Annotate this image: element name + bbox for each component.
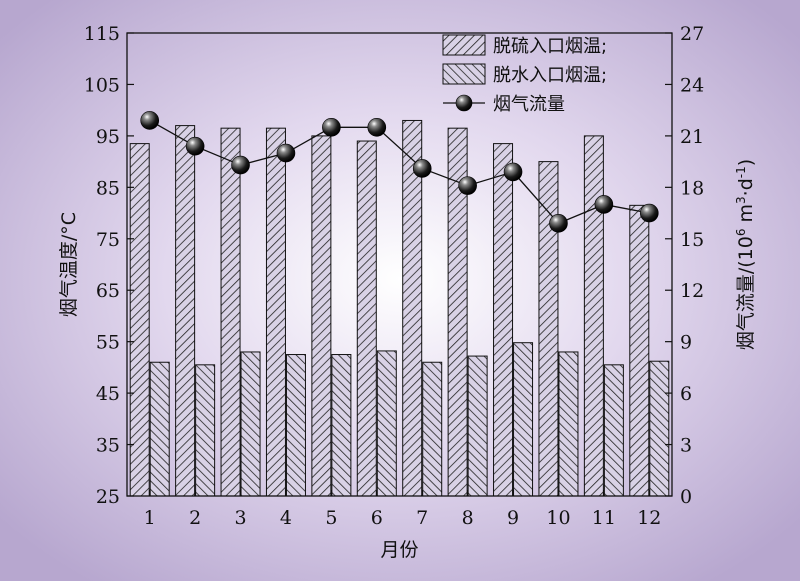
flow-point-9 xyxy=(503,162,523,182)
flow-point-6 xyxy=(367,118,387,137)
flow-point-8 xyxy=(458,176,477,195)
bar-desulfurization-inlet-9 xyxy=(493,143,514,497)
flow-point-5 xyxy=(322,118,341,137)
y2-axis-title-part: ·d xyxy=(735,178,757,196)
y2-axis-title-superscript: -1 xyxy=(734,166,748,178)
bar-desulfurization-inlet-5 xyxy=(311,135,332,497)
right-tick-label: 21 xyxy=(680,126,704,148)
bar-dewatering-inlet-9 xyxy=(513,342,534,497)
flow-point-7 xyxy=(412,159,432,178)
flow-point-11 xyxy=(594,195,614,214)
right-tick-label: 15 xyxy=(680,229,704,251)
bar-dewatering-inlet-2 xyxy=(195,364,216,497)
x-tick-label: 4 xyxy=(280,507,292,529)
x-tick-label: 12 xyxy=(637,507,661,529)
y2-axis-title-superscript: 6 xyxy=(734,229,748,237)
y2-axis-title-part: 烟气流量/(10 xyxy=(735,236,757,350)
bar-dewatering-inlet-3 xyxy=(240,351,261,497)
bar-dewatering-inlet-1 xyxy=(149,361,170,497)
right-tick-label: 18 xyxy=(680,177,704,199)
bar-desulfurization-inlet-4 xyxy=(265,127,286,497)
bar-desulfurization-inlet-2 xyxy=(175,125,196,497)
legend-swatch-2 xyxy=(442,63,486,85)
y-axis-title: 烟气温度/°C xyxy=(58,212,80,317)
y2-axis-title-part: m xyxy=(735,204,757,229)
bar-dewatering-inlet-8 xyxy=(467,355,488,497)
bar-dewatering-inlet-11 xyxy=(603,364,624,497)
x-tick-label: 3 xyxy=(234,507,246,529)
bar-dewatering-inlet-7 xyxy=(422,361,443,497)
flow-point-1 xyxy=(140,111,160,130)
left-tick-label: 95 xyxy=(96,126,120,148)
left-tick-label: 35 xyxy=(96,435,120,457)
bar-dewatering-inlet-10 xyxy=(558,351,579,497)
right-tick-label: 9 xyxy=(680,332,692,354)
left-tick-label: 55 xyxy=(96,332,120,354)
flow-point-2 xyxy=(185,136,205,156)
left-tick-label: 45 xyxy=(96,383,120,405)
bar-desulfurization-inlet-3 xyxy=(220,127,241,497)
bar-desulfurization-inlet-11 xyxy=(583,135,604,497)
left-tick-label: 75 xyxy=(96,229,120,251)
flow-point-4 xyxy=(276,143,296,163)
y2-axis-title-part: ) xyxy=(735,159,757,166)
x-tick-label: 10 xyxy=(546,507,570,529)
left-tick-label: 25 xyxy=(96,486,120,508)
bar-dewatering-inlet-12 xyxy=(649,360,670,497)
bar-desulfurization-inlet-6 xyxy=(356,140,377,497)
legend-label-2: 脱水入口烟温; xyxy=(493,65,607,86)
x-tick-label: 7 xyxy=(416,507,428,529)
bar-dewatering-inlet-6 xyxy=(376,350,397,497)
bar-desulfurization-inlet-1 xyxy=(129,143,150,497)
flow-point-12 xyxy=(639,203,659,223)
legend: 脱硫入口烟温; 脱水入口烟温; 烟气流量 xyxy=(442,34,607,115)
x-tick-label: 2 xyxy=(189,507,201,529)
right-tick-label: 0 xyxy=(680,486,692,508)
x-axis-title: 月份 xyxy=(380,539,418,561)
legend-label-3: 烟气流量 xyxy=(493,94,565,115)
right-tick-label: 27 xyxy=(680,23,704,45)
x-tick-label: 9 xyxy=(507,507,519,529)
legend-marker-swatch xyxy=(455,94,473,112)
x-tick-label: 5 xyxy=(325,507,337,529)
right-tick-label: 24 xyxy=(680,74,704,96)
flow-point-3 xyxy=(231,155,250,175)
legend-swatch-1 xyxy=(442,34,486,56)
right-tick-label: 12 xyxy=(680,280,704,302)
right-tick-label: 6 xyxy=(680,383,692,405)
left-tick-label: 105 xyxy=(84,74,120,96)
x-tick-label: 6 xyxy=(371,507,383,529)
bar-desulfurization-inlet-12 xyxy=(629,204,650,497)
flow-point-10 xyxy=(549,214,568,233)
y2-axis-title: 烟气流量/(106 m3·d-1) xyxy=(734,159,757,350)
left-tick-label: 115 xyxy=(84,23,120,45)
x-tick-label: 11 xyxy=(592,507,616,529)
legend-label-1: 脱硫入口烟温; xyxy=(493,36,607,57)
y2-axis-title-superscript: 3 xyxy=(734,196,748,204)
left-tick-label: 65 xyxy=(96,280,120,302)
left-tick-label: 85 xyxy=(96,177,120,199)
right-tick-label: 3 xyxy=(680,435,692,457)
bar-dewatering-inlet-5 xyxy=(331,354,352,497)
plot-frame xyxy=(126,32,673,497)
x-tick-label: 1 xyxy=(144,507,156,529)
plot-area xyxy=(129,111,670,497)
x-tick-label: 8 xyxy=(462,507,474,529)
bar-dewatering-inlet-4 xyxy=(285,354,306,497)
